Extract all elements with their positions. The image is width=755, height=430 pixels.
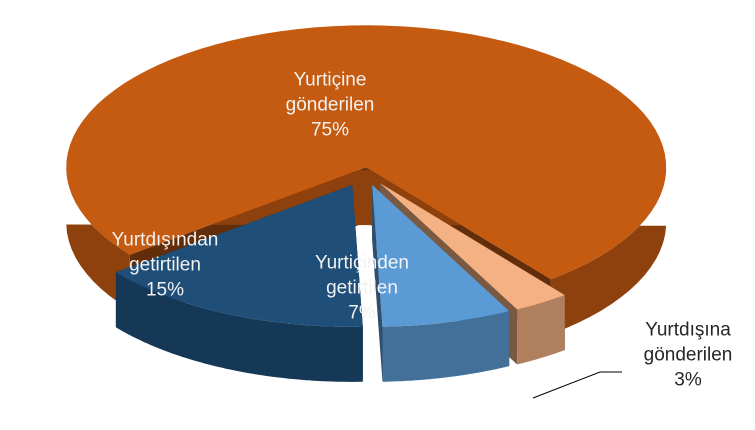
value-label: 3%: [674, 369, 702, 391]
data-label: Yurtdışına gönderilen 3%: [623, 318, 753, 393]
category-label: Yurtiçinden getirtilen: [314, 252, 409, 299]
data-label: Yurtiçinden getirtilen 7%: [287, 251, 437, 326]
slice: [372, 184, 510, 382]
category-label: Yurtdışından getirtilen: [111, 229, 219, 276]
leader-line: [532, 371, 622, 399]
slice: [380, 183, 565, 310]
category-label: Yurtdışına gönderilen: [643, 319, 733, 366]
slice: [66, 25, 667, 280]
value-label: 75%: [310, 119, 350, 141]
slice: [115, 184, 363, 327]
slice: [372, 184, 510, 327]
data-label: Yurtiçine gönderilen 75%: [255, 68, 405, 143]
slice-wall: [115, 272, 363, 382]
value-label: 15%: [145, 279, 185, 301]
slice-wall: [517, 295, 565, 365]
value-label: 7%: [348, 302, 376, 324]
slice-side: [372, 184, 383, 382]
category-label: Yurtiçine gönderilen: [285, 69, 375, 116]
slice: [115, 184, 363, 382]
data-label: Yurtdışından getirtilen 15%: [90, 228, 240, 303]
slice-wall: [382, 311, 510, 382]
